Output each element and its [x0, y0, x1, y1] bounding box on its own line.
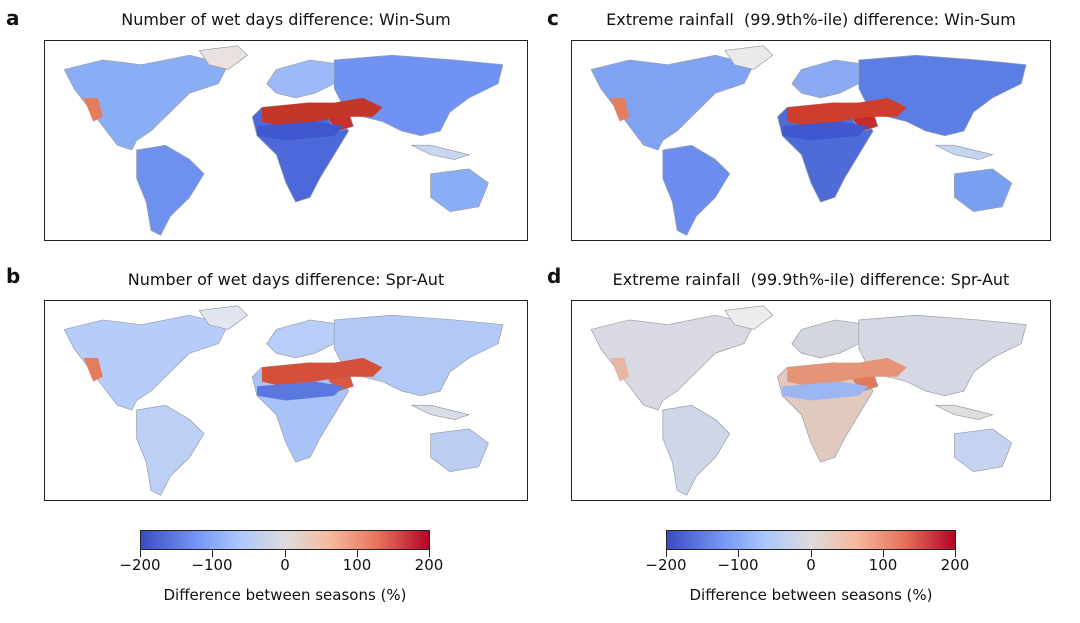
map-d-northAmerica: [590, 314, 755, 411]
colorbar-left-tick-label: 100: [342, 556, 372, 574]
map-a-northAmerica: [63, 54, 229, 151]
colorbar-left-tick: [285, 550, 286, 557]
map-a-asia: [333, 54, 504, 137]
map-a-sahara-band: [261, 97, 383, 127]
colorbar-left-tick: [212, 550, 213, 557]
panel-d-title: Extreme rainfall (99.9th%-ile) differenc…: [612, 270, 1010, 289]
map-d: [571, 300, 1051, 501]
map-c-sahara-band: [787, 97, 907, 127]
map-c-europe: [791, 59, 869, 99]
panel-a-letter: a: [6, 6, 20, 30]
colorbar-right: [666, 530, 956, 550]
map-c-southAmerica: [662, 144, 731, 236]
colorbar-left: [140, 530, 430, 550]
map-d-asia: [858, 314, 1027, 397]
map-b-sahel-band: [257, 381, 344, 401]
map-a-westcoast-patch: [83, 97, 103, 122]
panel-b-title: Number of wet days difference: Spr-Aut: [127, 270, 445, 289]
colorbar-right-tick-label: 0: [806, 556, 816, 574]
map-c: [571, 40, 1051, 241]
panel-c-letter: c: [547, 6, 559, 30]
map-a-world: [63, 45, 504, 236]
map-a-australia: [430, 168, 489, 212]
panel-a-title: Number of wet days difference: Win-Sum: [121, 10, 451, 29]
map-b-greenland: [198, 305, 248, 330]
map-b-world: [63, 305, 504, 496]
map-d-world: [590, 305, 1027, 496]
map-d-southAmerica: [662, 404, 731, 496]
colorbar-left-tick: [357, 550, 358, 557]
map-b-europe: [266, 319, 345, 359]
colorbar-right-tick-label: −200: [645, 556, 687, 574]
colorbar-left-tick-label: −200: [119, 556, 161, 574]
map-c-northAmerica: [590, 54, 755, 151]
colorbar-right-tick: [738, 550, 739, 557]
colorbar-left-tick-label: −100: [191, 556, 233, 574]
map-b-australia: [430, 428, 489, 472]
map-b-southAmerica: [136, 404, 205, 496]
map-b-indonesia: [411, 404, 471, 420]
map-b: [44, 300, 528, 501]
map-d-europe: [791, 319, 869, 359]
map-c-world: [590, 45, 1027, 236]
colorbar-left-tick: [140, 550, 141, 557]
map-d-westcoast-patch: [610, 357, 630, 382]
map-a-europe: [266, 59, 345, 99]
colorbar-right-tick: [811, 550, 812, 557]
map-b-northAmerica: [63, 314, 229, 411]
map-b-westcoast-patch: [83, 357, 103, 382]
colorbar-left-label: Difference between seasons (%): [163, 586, 407, 604]
map-a-southAmerica: [136, 144, 205, 236]
colorbar-left-tick: [429, 550, 430, 557]
map-c-westcoast-patch: [610, 97, 630, 122]
map-b-asia: [333, 314, 504, 397]
map-a-greenland: [198, 45, 248, 70]
map-a-indonesia: [411, 144, 471, 160]
map-c-australia: [954, 168, 1013, 212]
map-c-indonesia: [935, 144, 994, 160]
map-d-australia: [954, 428, 1013, 472]
panel-c-title: Extreme rainfall (99.9th%-ile) differenc…: [606, 10, 1016, 29]
colorbar-right-tick-label: 200: [940, 556, 970, 574]
panel-b-letter: b: [6, 264, 21, 288]
map-d-indonesia: [935, 404, 994, 420]
map-d-greenland: [724, 305, 774, 330]
colorbar-left-tick-label: 0: [280, 556, 290, 574]
colorbar-right-tick: [955, 550, 956, 557]
colorbar-right-tick-label: −100: [717, 556, 759, 574]
panel-d-letter: d: [547, 264, 562, 288]
map-d-sahara-band: [787, 357, 907, 387]
map-c-greenland: [724, 45, 774, 70]
map-a: [44, 40, 528, 241]
colorbar-right-label: Difference between seasons (%): [689, 586, 933, 604]
map-a-sahel-band: [257, 121, 344, 141]
map-b-sahara-band: [261, 357, 383, 387]
map-c-asia: [858, 54, 1027, 137]
map-c-sahel-band: [782, 121, 869, 141]
colorbar-right-tick: [666, 550, 667, 557]
colorbar-right-tick: [883, 550, 884, 557]
colorbar-right-tick-label: 100: [868, 556, 898, 574]
colorbar-left-tick-label: 200: [414, 556, 444, 574]
map-d-sahel-band: [782, 381, 869, 401]
